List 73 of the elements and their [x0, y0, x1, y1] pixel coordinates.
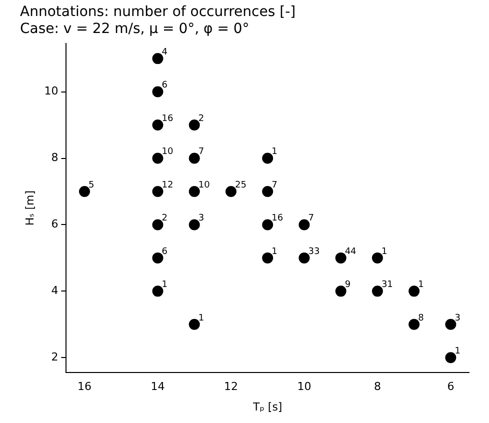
annotation: 1	[454, 346, 460, 356]
annotation: 1	[198, 313, 204, 324]
annotation: 1	[272, 246, 278, 257]
annotation: 1	[162, 280, 168, 290]
y-tick-label: 2	[51, 350, 58, 364]
annotation: 1	[418, 280, 424, 290]
annotation: 1	[381, 246, 388, 257]
annotation: 7	[308, 214, 314, 224]
annotation: 1	[272, 147, 278, 158]
point	[262, 152, 274, 164]
y-tick-label: 6	[51, 218, 58, 231]
point	[79, 186, 90, 197]
chart-subtitle: Case: v = 22 m/s, μ = 0°, φ = 0°	[20, 20, 250, 37]
annotation: 31	[381, 280, 393, 290]
annotation: 10	[198, 180, 210, 190]
point	[152, 252, 164, 264]
annotation: 6	[162, 246, 168, 257]
point	[445, 352, 456, 364]
annotation: 5	[88, 180, 94, 190]
point	[188, 120, 200, 131]
point	[372, 252, 383, 264]
annotation: 8	[418, 313, 424, 324]
point	[152, 86, 164, 98]
annotation: 7	[272, 180, 278, 190]
point	[188, 152, 200, 164]
x-tick-label: 6	[447, 380, 454, 394]
point	[152, 286, 164, 297]
point	[262, 252, 274, 264]
point	[188, 219, 200, 230]
point	[298, 252, 310, 264]
x-tick-label: 12	[224, 380, 238, 394]
point	[408, 318, 420, 330]
point	[262, 186, 274, 197]
annotation: 16	[162, 114, 174, 124]
annotation: 3	[454, 313, 460, 324]
annotation: 4	[162, 47, 168, 58]
point	[188, 318, 200, 330]
y-tick-label: 8	[51, 151, 58, 164]
x-tick-label: 10	[297, 380, 312, 394]
x-tick-label: 16	[78, 380, 92, 394]
x-axis-title: Tₚ [s]	[252, 400, 282, 414]
annotation: 7	[198, 147, 204, 158]
annotation: 33	[308, 246, 320, 257]
annotation: 9	[344, 280, 351, 290]
annotation: 25	[234, 180, 246, 190]
y-tick-label: 10	[44, 84, 58, 98]
point	[445, 318, 456, 330]
annotation: 44	[344, 246, 357, 257]
point	[152, 152, 164, 164]
point	[372, 286, 383, 297]
annotation: 2	[198, 114, 204, 124]
point	[188, 186, 200, 197]
point	[152, 120, 164, 131]
y-axis-title: Hₛ [m]	[23, 190, 36, 226]
annotation: 3	[198, 214, 204, 224]
annotation: 6	[162, 80, 168, 91]
point	[408, 286, 420, 297]
y-tick-label: 4	[51, 284, 58, 298]
annotation: 16	[272, 214, 284, 224]
point	[335, 286, 346, 297]
point	[262, 219, 274, 230]
point	[152, 219, 164, 230]
point	[152, 53, 164, 64]
annotation: 2	[162, 214, 168, 224]
x-tick-label: 14	[150, 380, 165, 394]
point	[152, 186, 164, 197]
point	[335, 252, 346, 264]
x-tick-label: 8	[374, 380, 381, 394]
chart-title: Annotations: number of occurrences [-]	[20, 4, 296, 20]
annotation: 12	[162, 180, 174, 190]
point	[225, 186, 236, 197]
point	[298, 219, 310, 230]
annotation: 10	[162, 147, 174, 158]
